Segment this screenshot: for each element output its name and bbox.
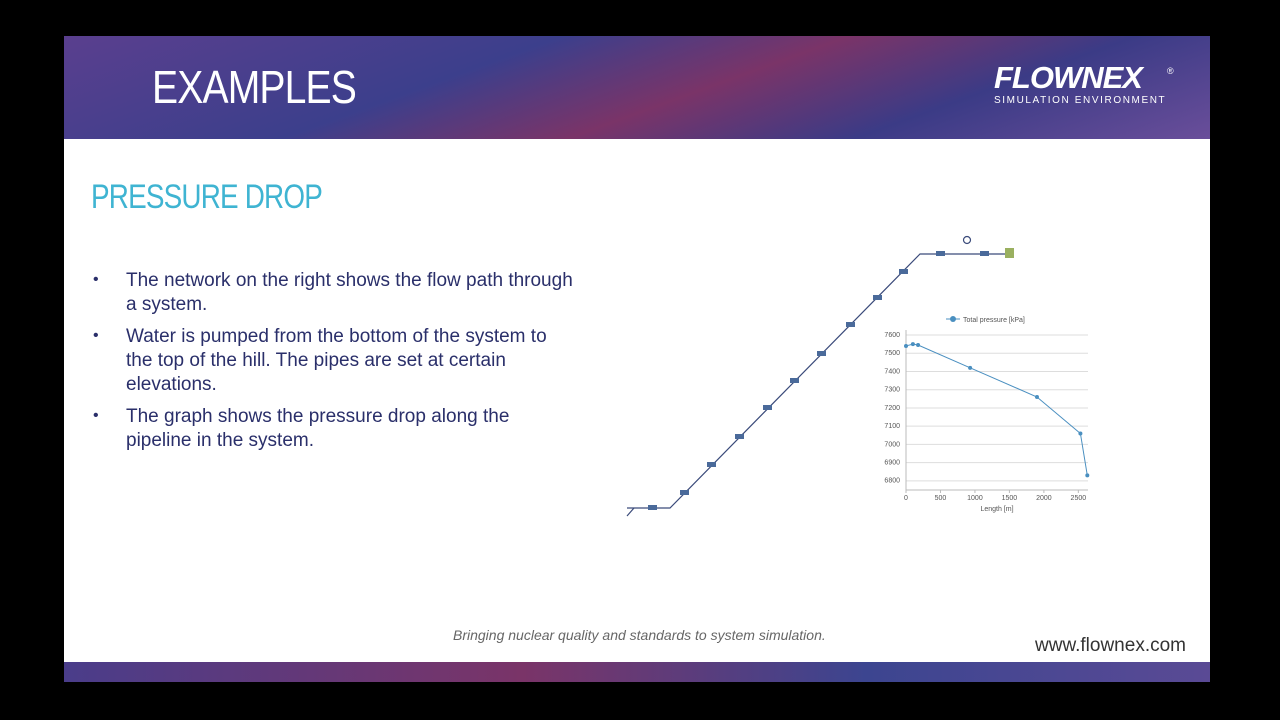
tagline: Bringing nuclear quality and standards t… — [453, 627, 826, 643]
data-point — [1078, 431, 1083, 436]
pump-icon — [962, 235, 972, 245]
x-axis-label: Length [m] — [980, 506, 1013, 513]
url: www.flownex.com — [1035, 635, 1186, 656]
legend-label: Total pressure [kPa] — [963, 317, 1025, 324]
y-tick-label: 7200 — [884, 405, 900, 412]
data-point — [968, 365, 973, 370]
data-point — [904, 343, 908, 348]
y-tick-label: 7600 — [884, 332, 900, 339]
bullet: The graph shows the pressure drop along … — [126, 406, 510, 451]
data-point — [910, 342, 915, 347]
logo-mark: ® — [1167, 66, 1174, 76]
logo: FLOWNEX — [994, 60, 1143, 95]
bullet-dot: • — [93, 271, 99, 288]
bullet: The network on the right shows the flow … — [126, 270, 573, 315]
x-tick-label: 1000 — [967, 495, 983, 502]
pipe-inlet — [626, 507, 635, 517]
y-tick-label: 7500 — [884, 350, 900, 357]
section-title: PRESSURE DROP — [91, 178, 323, 216]
y-tick-label: 6800 — [884, 478, 900, 485]
y-tick-label: 7100 — [884, 423, 900, 430]
y-tick-label: 7300 — [884, 387, 900, 394]
x-tick-label: 500 — [935, 495, 947, 502]
bullet-dot: • — [93, 327, 99, 344]
logo-subtitle: SIMULATION ENVIRONMENT — [994, 95, 1167, 106]
slide-title: EXAMPLES — [152, 61, 357, 113]
pipe-components — [648, 248, 1014, 510]
slide: EXAMPLES FLOWNEX ® SIMULATION ENVIRONMEN… — [64, 36, 1210, 682]
x-tick-label: 2500 — [1071, 495, 1087, 502]
bullet: Water is pumped from the bottom of the s… — [126, 326, 547, 395]
header-band — [64, 36, 1210, 139]
network-diagram — [626, 235, 1014, 517]
data-point — [1034, 395, 1039, 399]
x-tick-label: 1500 — [1002, 495, 1018, 502]
y-tick-label: 6900 — [884, 459, 900, 466]
x-tick-label: 0 — [904, 495, 908, 502]
data-point — [916, 343, 921, 348]
footer-band — [64, 662, 1210, 682]
x-tick-label: 2000 — [1036, 495, 1052, 502]
bullet-dot: • — [93, 407, 99, 424]
y-tick-label: 7400 — [884, 368, 900, 375]
pipe-path — [627, 253, 1008, 509]
series-line — [905, 343, 1088, 476]
y-tick-label: 7000 — [884, 441, 900, 448]
data-point — [1085, 473, 1090, 478]
